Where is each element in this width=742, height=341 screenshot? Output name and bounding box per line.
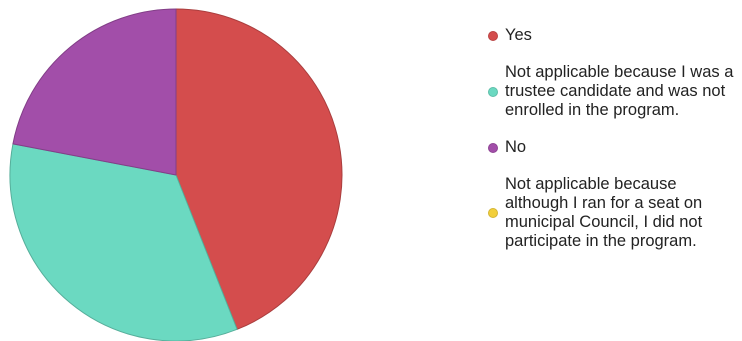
legend-swatch-trustee-candidate [488, 86, 498, 97]
legend: Yes Not applicable because I was a trust… [488, 26, 742, 269]
pie-slice-2[interactable] [12, 8, 177, 176]
legend-item-no[interactable]: No [488, 138, 742, 157]
legend-swatch-council-candidate [488, 208, 498, 218]
pie-slice-1[interactable] [9, 143, 238, 341]
pie-slice-0[interactable] [175, 8, 343, 330]
legend-label-yes: Yes [505, 26, 532, 44]
legend-item-yes[interactable]: Yes [488, 26, 742, 45]
legend-swatch-no [488, 142, 498, 153]
legend-label-council-candidate: Not applicable because although I ran fo… [505, 175, 703, 250]
legend-item-trustee-candidate[interactable]: Not applicable because I was a trustee c… [488, 63, 742, 120]
legend-swatch-yes [488, 30, 498, 41]
legend-label-no: No [505, 138, 527, 156]
pie-plot-area [9, 8, 343, 341]
legend-label-trustee-candidate: Not applicable because I was a trustee c… [505, 63, 734, 119]
legend-item-council-candidate[interactable]: Not applicable because although I ran fo… [488, 175, 742, 251]
